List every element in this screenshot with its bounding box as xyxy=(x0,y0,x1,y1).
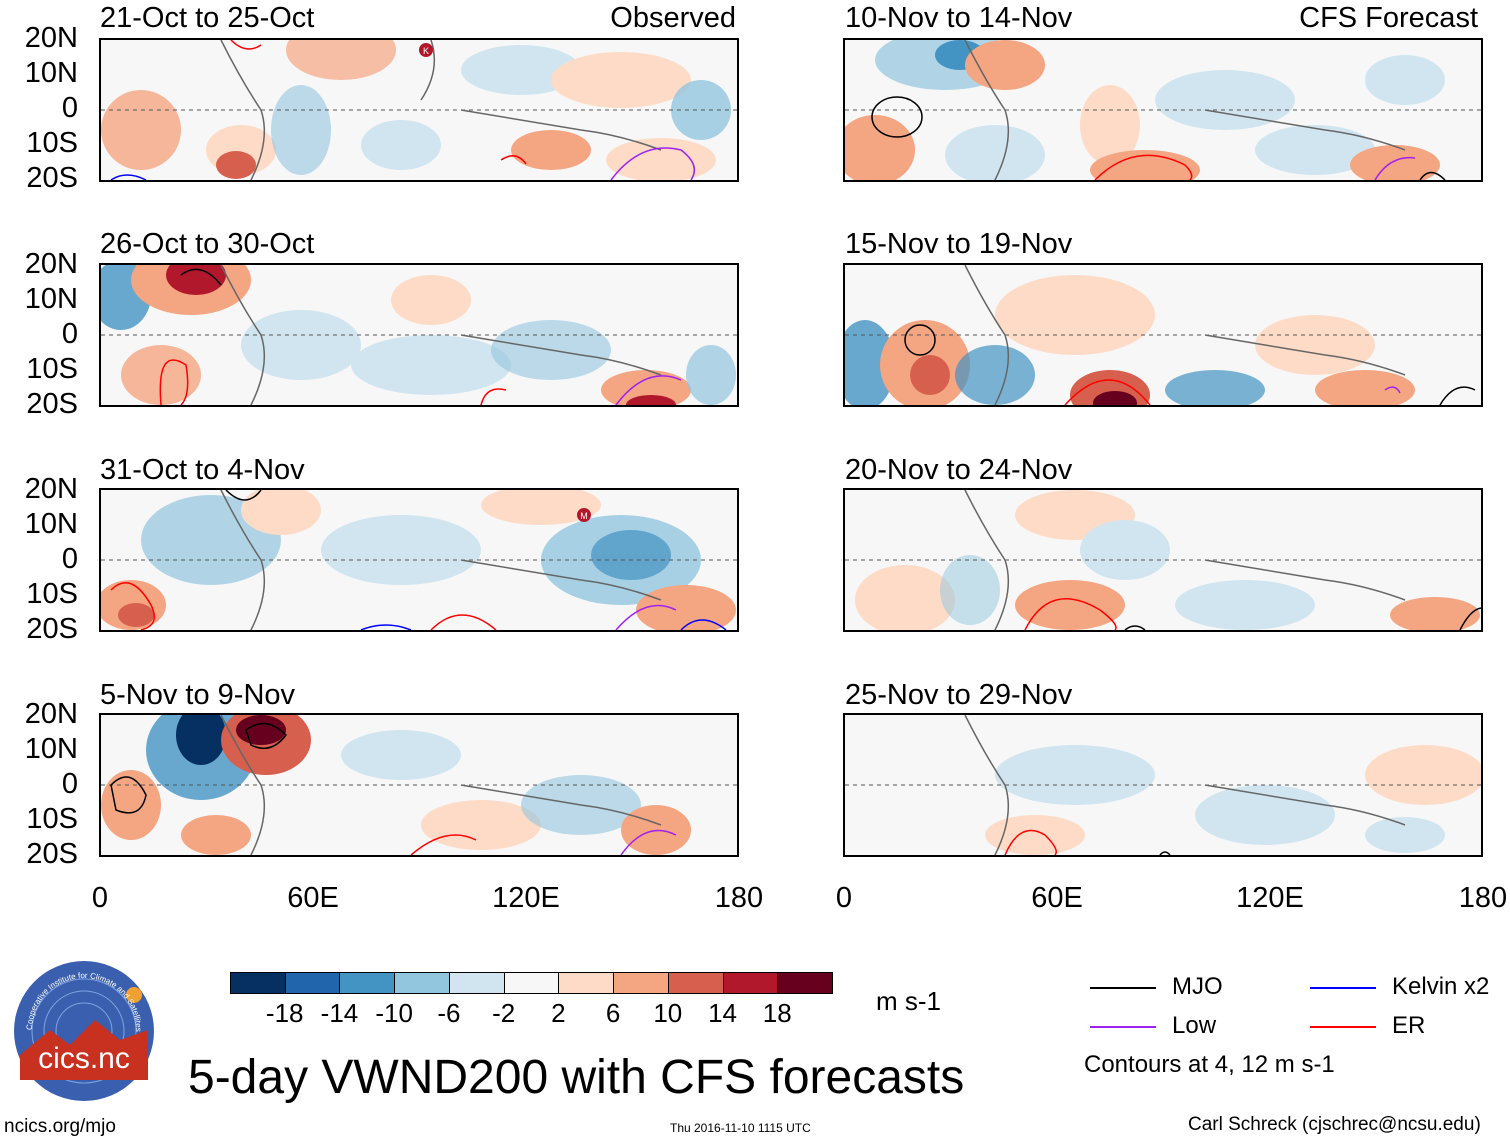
y-tick: 10S xyxy=(26,578,78,610)
y-tick: 10S xyxy=(26,353,78,385)
x-tick: 0 xyxy=(91,882,109,914)
y-tick: 20S xyxy=(26,613,78,645)
y-tick: 20S xyxy=(26,162,78,194)
map-panel-obs-4 xyxy=(99,713,739,857)
y-tick: 10S xyxy=(26,127,78,159)
anomaly-field xyxy=(845,40,1481,180)
logo-text: cics.nc xyxy=(38,1042,130,1075)
colorbar-cell xyxy=(339,972,396,994)
map-panel-fc-4 xyxy=(843,713,1483,857)
panel-title-obs-2: 26-Oct to 30-Oct xyxy=(100,228,315,260)
y-tick: 0 xyxy=(61,543,78,575)
colorbar-cell xyxy=(230,972,286,994)
colorbar-cell xyxy=(667,972,724,994)
colorbar-tick-label: -10 xyxy=(375,998,413,1028)
legend-line-low xyxy=(1090,1026,1156,1028)
y-tick: 10N xyxy=(24,283,78,315)
legend-label-mjo: MJO xyxy=(1172,973,1223,1000)
footer-timestamp: Thu 2016-11-10 1115 UTC xyxy=(670,1121,811,1135)
legend-line-er xyxy=(1310,1026,1376,1028)
anomaly-field xyxy=(101,265,737,405)
y-tick: 20N xyxy=(24,698,78,730)
colorbar-cell xyxy=(613,972,669,994)
anomaly-field xyxy=(845,490,1481,630)
colorbar xyxy=(230,972,833,996)
y-tick: 10N xyxy=(24,508,78,540)
cics-logo: Cooperative Institute for Climate and Sa… xyxy=(10,960,158,1102)
colorbar-tick-label: 18 xyxy=(762,998,792,1028)
y-tick: 20N xyxy=(24,248,78,280)
anomaly-field xyxy=(845,265,1481,405)
colorbar-tick-label: 10 xyxy=(653,998,683,1028)
colorbar-cell xyxy=(394,972,450,994)
panel-title-obs-1: 21-Oct to 25-Oct xyxy=(100,2,315,34)
panel-title-obs-3: 31-Oct to 4-Nov xyxy=(100,454,305,486)
map-panel-obs-3: M xyxy=(99,488,739,632)
y-tick: 0 xyxy=(61,768,78,800)
panel-title-fc-3: 20-Nov to 24-Nov xyxy=(845,454,1073,486)
map-panel-fc-3 xyxy=(843,488,1483,632)
colorbar-tick-label: 6 xyxy=(605,998,621,1028)
colorbar-tick-label: -18 xyxy=(265,998,304,1028)
colorbar-tick-label: -6 xyxy=(437,998,461,1028)
storm-marker-m: M xyxy=(580,511,588,521)
x-tick: 120E xyxy=(1236,882,1304,914)
y-tick: 20S xyxy=(26,388,78,420)
y-tick: 20N xyxy=(24,473,78,505)
map-panel-obs-2 xyxy=(99,263,739,407)
anomaly-field xyxy=(101,715,737,855)
panel-title-fc-2: 15-Nov to 19-Nov xyxy=(845,228,1073,260)
legend-label-kelvin: Kelvin x2 xyxy=(1392,973,1490,1000)
anomaly-field: M xyxy=(101,490,737,630)
legend-label-er: ER xyxy=(1392,1012,1426,1039)
x-tick: 120E xyxy=(492,882,560,914)
x-tick: 180 xyxy=(1458,882,1508,914)
x-tick: 60E xyxy=(287,882,339,914)
storm-marker-k: K xyxy=(423,46,429,56)
y-tick: 0 xyxy=(61,92,78,124)
colorbar-cell xyxy=(777,972,833,994)
page-title: 5-day VWND200 with CFS forecasts xyxy=(188,1051,965,1104)
anomaly-field xyxy=(845,715,1481,855)
y-tick: 0 xyxy=(61,318,78,350)
colorbar-ticks: -18 -14 -10 -6 -2 2 6 10 14 18 xyxy=(230,1000,832,1030)
panel-title-fc-1: 10-Nov to 14-Nov xyxy=(845,2,1073,34)
map-panel-obs-1: K xyxy=(99,38,739,182)
colorbar-cell xyxy=(722,972,779,994)
y-tick: 10N xyxy=(24,57,78,89)
legend-line-kelvin xyxy=(1310,987,1376,989)
footer-credit: Carl Schreck (cjschrec@ncsu.edu) xyxy=(1188,1114,1481,1135)
legend-note: Contours at 4, 12 m s-1 xyxy=(1084,1051,1335,1078)
colorbar-tick-label: -2 xyxy=(492,998,516,1028)
panel-title-obs-4: 5-Nov to 9-Nov xyxy=(100,679,296,711)
colorbar-tick-label: 14 xyxy=(708,998,737,1028)
colorbar-tick-label: 2 xyxy=(551,998,566,1028)
footer-url[interactable]: ncics.org/mjo xyxy=(4,1116,116,1137)
y-tick: 20N xyxy=(24,22,78,54)
observed-label: Observed xyxy=(610,2,736,34)
y-tick: 10S xyxy=(26,803,78,835)
legend-line-mjo xyxy=(1090,987,1156,989)
x-tick: 180 xyxy=(714,882,764,914)
cfs-forecast-label: CFS Forecast xyxy=(1299,2,1478,34)
colorbar-cell xyxy=(284,972,341,994)
colorbar-tick-label: -14 xyxy=(320,998,359,1028)
x-tick: 60E xyxy=(1031,882,1083,914)
colorbar-cell xyxy=(448,972,505,994)
y-tick: 10N xyxy=(24,733,78,765)
legend-label-low: Low xyxy=(1172,1012,1217,1039)
colorbar-cell xyxy=(503,972,560,994)
colorbar-units: m s-1 xyxy=(876,986,941,1016)
map-panel-fc-2 xyxy=(843,263,1483,407)
y-tick: 20S xyxy=(26,838,78,870)
x-tick: 0 xyxy=(835,882,853,914)
colorbar-cell xyxy=(558,972,615,994)
panel-title-fc-4: 25-Nov to 29-Nov xyxy=(845,679,1073,711)
anomaly-field: K xyxy=(101,40,737,180)
map-panel-fc-1 xyxy=(843,38,1483,182)
